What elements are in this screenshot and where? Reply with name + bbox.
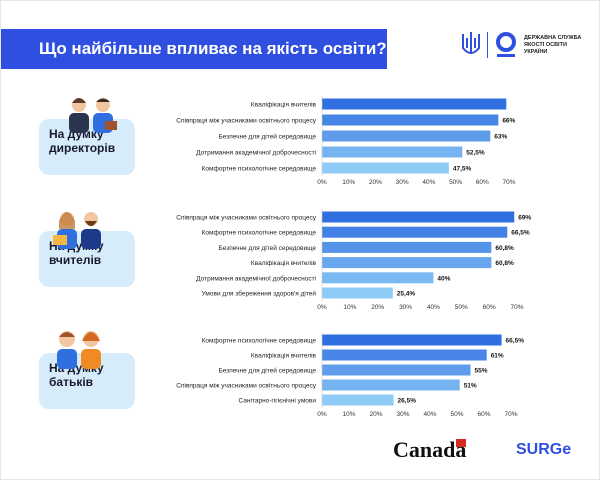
category-label: Співпраця між учасниками освітнього проц…	[176, 117, 316, 125]
tick-label: 10%	[343, 304, 356, 311]
category-label: Кваліфікація вчителів	[251, 352, 317, 360]
tick-label: 60%	[476, 179, 489, 186]
bar	[322, 114, 499, 126]
tick-label: 30%	[396, 411, 409, 418]
category-label: Безпечне для дітей середовище	[219, 244, 317, 252]
category-label: Санітарно-гігієнічні умови	[239, 397, 317, 405]
bar	[322, 211, 515, 223]
data-label: 51%	[464, 383, 477, 390]
bar	[322, 257, 492, 269]
category-label: Комфортне психологічне середовище	[202, 337, 317, 345]
category-label: Безпечне для дітей середовище	[219, 367, 317, 375]
tick-label: 10%	[342, 179, 355, 186]
data-label: 66,5%	[511, 230, 530, 237]
data-label: 63%	[494, 134, 507, 141]
logo: ДЕРЖАВНА СЛУЖБА ЯКОСТІ ОСВІТИ УКРАЇНИ	[461, 31, 584, 59]
category-label: Співпраця між учасниками освітнього проц…	[176, 214, 316, 222]
tick-label: 50%	[449, 179, 462, 186]
tick-label: 70%	[502, 179, 515, 186]
tick-label: 0%	[317, 304, 327, 311]
tick-label: 10%	[342, 411, 355, 418]
tick-label: 0%	[317, 179, 327, 186]
tick-label: 50%	[455, 304, 468, 311]
tick-label: 40%	[423, 411, 436, 418]
data-label: 55%	[475, 368, 488, 375]
category-label: Кваліфікація вчителів	[251, 101, 317, 109]
data-label: 61%	[491, 353, 504, 360]
bar	[322, 146, 463, 158]
bar	[322, 394, 394, 406]
tick-label: 20%	[371, 304, 384, 311]
data-label: 69%	[518, 215, 531, 222]
tick-label: 0%	[317, 411, 327, 418]
category-label: Комфортне психологічне середовище	[202, 165, 317, 173]
bar	[322, 287, 393, 299]
data-label: 26,5%	[398, 398, 417, 405]
directors-illustration	[69, 98, 117, 133]
bar	[322, 379, 460, 391]
tick-label: 20%	[369, 179, 382, 186]
tick-label: 20%	[369, 411, 382, 418]
category-label: Кваліфікація вчителів	[251, 259, 317, 267]
category-label: Дотримання академічної доброчесності	[196, 149, 316, 157]
bar	[322, 226, 508, 238]
category-label: Умови для збереження здоров'я дітей	[202, 290, 317, 298]
page-title: Що найбільше впливає на якість освіти?	[1, 29, 387, 69]
bar	[322, 334, 502, 346]
canada-wordmark: Canada	[393, 437, 467, 462]
data-label: 52,5%	[466, 150, 485, 157]
bar	[322, 130, 491, 142]
data-label: 25,4%	[397, 291, 416, 298]
teachers-illustration	[53, 212, 101, 249]
tick-label: 50%	[450, 411, 463, 418]
trident-icon	[462, 32, 480, 54]
data-label: 60,8%	[495, 245, 514, 252]
category-label: Безпечне для дітей середовище	[219, 133, 317, 141]
quality-service-logo-icon	[496, 32, 516, 57]
bar	[322, 349, 487, 361]
tick-label: 40%	[427, 304, 440, 311]
category-label: Дотримання академічної доброчесності	[196, 274, 316, 282]
tick-label: 70%	[510, 304, 523, 311]
data-label: 40%	[437, 275, 450, 282]
tick-label: 70%	[504, 411, 517, 418]
bar	[322, 98, 507, 110]
surge-logo: SURGe	[516, 441, 572, 458]
category-label: Комфортне психологічне середовище	[202, 229, 317, 237]
canada-flag-icon	[456, 439, 466, 447]
data-label: 47,5%	[453, 166, 472, 173]
data-label: 66%	[502, 118, 515, 125]
bar	[322, 241, 492, 253]
tick-label: 40%	[422, 179, 435, 186]
bar	[322, 272, 434, 284]
tick-label: 30%	[396, 179, 409, 186]
bar	[322, 162, 449, 174]
tick-label: 60%	[477, 411, 490, 418]
bar	[322, 364, 471, 376]
category-label: Співпраця між учасниками освітнього проц…	[176, 382, 316, 390]
data-label: 60,8%	[495, 260, 514, 267]
logo-text: ДЕРЖАВНА СЛУЖБА ЯКОСТІ ОСВІТИ УКРАЇНИ	[524, 34, 582, 55]
data-label: 66,5%	[506, 338, 525, 345]
tick-label: 60%	[483, 304, 496, 311]
parents-illustration	[57, 331, 101, 369]
tick-label: 30%	[399, 304, 412, 311]
